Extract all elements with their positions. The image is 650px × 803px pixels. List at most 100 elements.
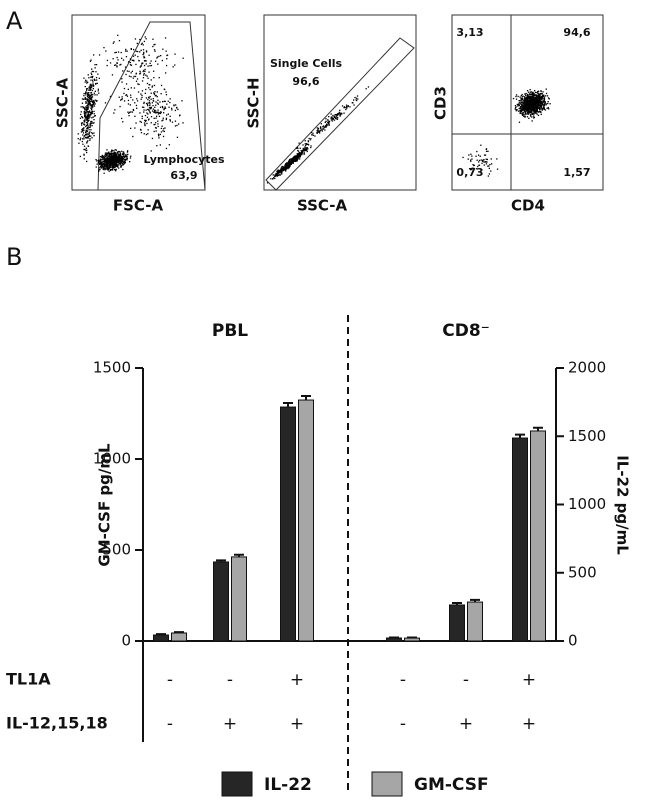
event-dot <box>121 158 123 161</box>
event-dot <box>152 100 154 102</box>
event-dot <box>106 167 108 170</box>
event-dot <box>122 59 125 61</box>
event-dot <box>111 168 113 170</box>
event-dot <box>145 60 147 62</box>
event-dot <box>117 151 119 153</box>
event-dot <box>115 161 117 163</box>
legend-swatch <box>221 771 253 797</box>
event-dot <box>92 85 95 87</box>
event-dot <box>99 160 101 163</box>
event-dot <box>317 128 319 131</box>
event-dot <box>135 72 137 74</box>
event-dot <box>99 161 102 164</box>
event-dot <box>304 146 306 148</box>
event-dot <box>521 113 523 116</box>
event-dot <box>116 56 118 59</box>
event-dot <box>107 157 109 160</box>
event-dot <box>86 92 89 94</box>
event-dot <box>93 104 95 106</box>
event-dot <box>89 112 92 114</box>
event-dot <box>295 156 298 158</box>
event-dot <box>144 70 146 73</box>
event-dot <box>525 94 527 96</box>
event-dot <box>531 109 533 111</box>
event-dot <box>87 102 89 105</box>
event-dot <box>543 95 545 98</box>
event-dot <box>310 146 312 149</box>
event-dot <box>141 42 143 44</box>
event-dot <box>93 110 95 113</box>
event-dot <box>146 75 148 77</box>
event-dot <box>339 114 341 116</box>
event-dot <box>145 50 148 52</box>
event-dot <box>325 123 328 125</box>
event-dot <box>153 93 156 95</box>
event-dot <box>287 162 289 165</box>
event-dot <box>181 100 183 102</box>
event-dot <box>88 134 90 137</box>
event-dot <box>86 89 88 91</box>
y2-axis-title: IL-22 pg/mL <box>614 455 632 555</box>
y2-tick-label: 500 <box>568 563 597 581</box>
event-dot <box>330 113 332 115</box>
event-dot <box>100 158 102 160</box>
event-dot <box>529 102 531 104</box>
event-dot <box>515 95 517 98</box>
event-dot <box>462 156 464 159</box>
event-dot <box>154 123 156 126</box>
event-dot <box>87 136 89 138</box>
condition-value: + <box>290 670 304 690</box>
event-dot <box>322 128 324 130</box>
event-dot <box>89 95 91 98</box>
event-dot <box>515 98 518 100</box>
event-dot <box>527 104 529 106</box>
event-dot <box>129 64 132 66</box>
event-dot <box>148 87 150 89</box>
event-dot <box>320 123 322 125</box>
event-dot <box>149 95 151 98</box>
event-dot <box>526 101 528 103</box>
event-dot <box>108 170 110 172</box>
y2-tick-label: 1000 <box>568 495 606 513</box>
event-dot <box>336 113 338 115</box>
event-dot <box>149 104 151 107</box>
event-dot <box>533 105 536 107</box>
event-dot <box>527 97 529 100</box>
event-dot <box>530 104 533 106</box>
event-dot <box>86 108 88 111</box>
event-dot <box>514 107 517 109</box>
event-dot <box>288 159 290 162</box>
event-dot <box>284 165 287 168</box>
event-dot <box>142 49 145 51</box>
event-dot <box>307 141 310 143</box>
event-dot <box>83 138 85 140</box>
event-dot <box>115 170 117 172</box>
event-dot <box>89 123 91 125</box>
event-dot <box>122 70 124 72</box>
event-dot <box>139 128 142 131</box>
quadrant-value: 1,57 <box>563 166 590 179</box>
event-dot <box>109 164 111 167</box>
event-dot <box>169 101 171 104</box>
event-dot <box>104 163 106 165</box>
event-dot <box>85 129 87 131</box>
event-dot <box>519 111 521 113</box>
event-dot <box>539 99 541 101</box>
event-dot <box>99 156 102 158</box>
event-dot <box>176 136 179 138</box>
event-dot <box>326 124 328 126</box>
event-dot <box>107 154 109 156</box>
event-dot <box>120 165 123 167</box>
event-dot <box>318 131 320 133</box>
event-dot <box>528 111 530 113</box>
event-dot <box>113 164 115 166</box>
event-dot <box>112 58 114 60</box>
event-dot <box>520 110 523 113</box>
event-dot <box>545 88 547 90</box>
event-dot <box>527 101 529 103</box>
event-dot <box>90 100 92 102</box>
event-dot <box>328 122 330 124</box>
event-dot <box>157 99 159 101</box>
event-dot <box>90 111 92 114</box>
event-dot <box>90 97 92 99</box>
